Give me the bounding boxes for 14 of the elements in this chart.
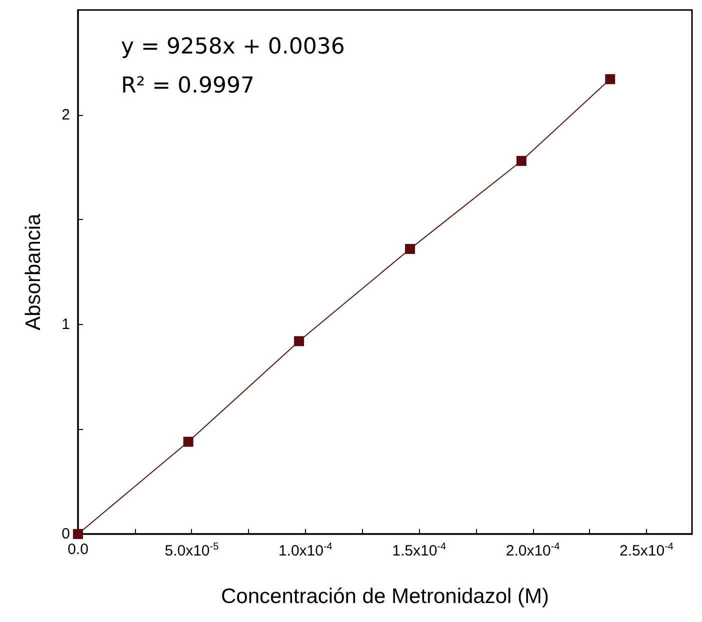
x-tick-label: 0.0: [68, 541, 88, 558]
annotation: y = 9258x + 0.0036: [121, 34, 345, 60]
point: [516, 156, 526, 166]
point: [183, 436, 194, 447]
y-tick-label: 1: [62, 316, 70, 333]
point: [294, 336, 304, 346]
y-axis-title: Absorbancia: [22, 213, 45, 330]
annotation: R² = 0.9997: [121, 74, 255, 98]
point: [605, 74, 616, 84]
point: [405, 244, 416, 254]
point: [73, 529, 83, 539]
x-axis-title: Concentración de Metronidazol (M): [221, 585, 549, 608]
y-tick-label: 0: [62, 526, 70, 542]
y-tick-label: 2: [62, 106, 70, 124]
